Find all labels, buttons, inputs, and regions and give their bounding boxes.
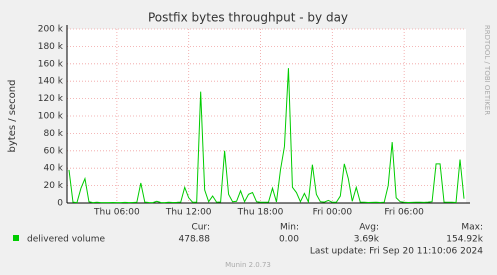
y-tick-label: 200 k xyxy=(38,25,64,35)
legend-header: Min: xyxy=(280,223,299,233)
legend-header: Avg: xyxy=(359,223,379,233)
legend-label: delivered volume xyxy=(27,235,106,245)
chart-title: Postfix bytes throughput - by day xyxy=(148,11,348,25)
last-update: Last update: Fri Sep 20 11:10:06 2024 xyxy=(310,247,483,257)
data-line xyxy=(68,68,465,204)
legend-stat: 154.92k xyxy=(446,235,483,245)
y-tick-label: 160 k xyxy=(38,59,64,69)
x-tick-label: Fri 06:00 xyxy=(384,208,424,218)
y-tick-label: 60 k xyxy=(43,146,63,156)
legend-stat: 478.88 xyxy=(179,235,211,245)
x-tick-label: Thu 12:00 xyxy=(165,208,212,218)
y-tick-label: 120 k xyxy=(38,94,64,104)
x-tick-label: Fri 00:00 xyxy=(313,208,353,218)
y-tick-label: 100 k xyxy=(38,112,64,122)
side-note: RRDTOOL / TOBI OETIKER xyxy=(483,25,491,115)
x-tick-label: Thu 18:00 xyxy=(237,208,284,218)
y-tick-label: 180 k xyxy=(38,42,64,52)
legend-header: Max: xyxy=(461,223,483,233)
y-tick-label: 140 k xyxy=(38,77,64,87)
legend-stat: 3.69k xyxy=(354,235,380,245)
x-tick-label: Thu 06:00 xyxy=(93,208,140,218)
y-axis-label: bytes / second xyxy=(7,80,18,153)
footer: Munin 2.0.73 xyxy=(225,261,271,269)
y-tick-label: 20 k xyxy=(43,181,63,191)
legend-header: Cur: xyxy=(191,223,210,233)
y-tick-label: 80 k xyxy=(43,129,63,139)
y-tick-label: 40 k xyxy=(43,164,63,174)
legend-swatch xyxy=(13,235,19,241)
legend-stat: 0.00 xyxy=(279,235,299,245)
y-tick-label: 0 xyxy=(57,199,63,209)
